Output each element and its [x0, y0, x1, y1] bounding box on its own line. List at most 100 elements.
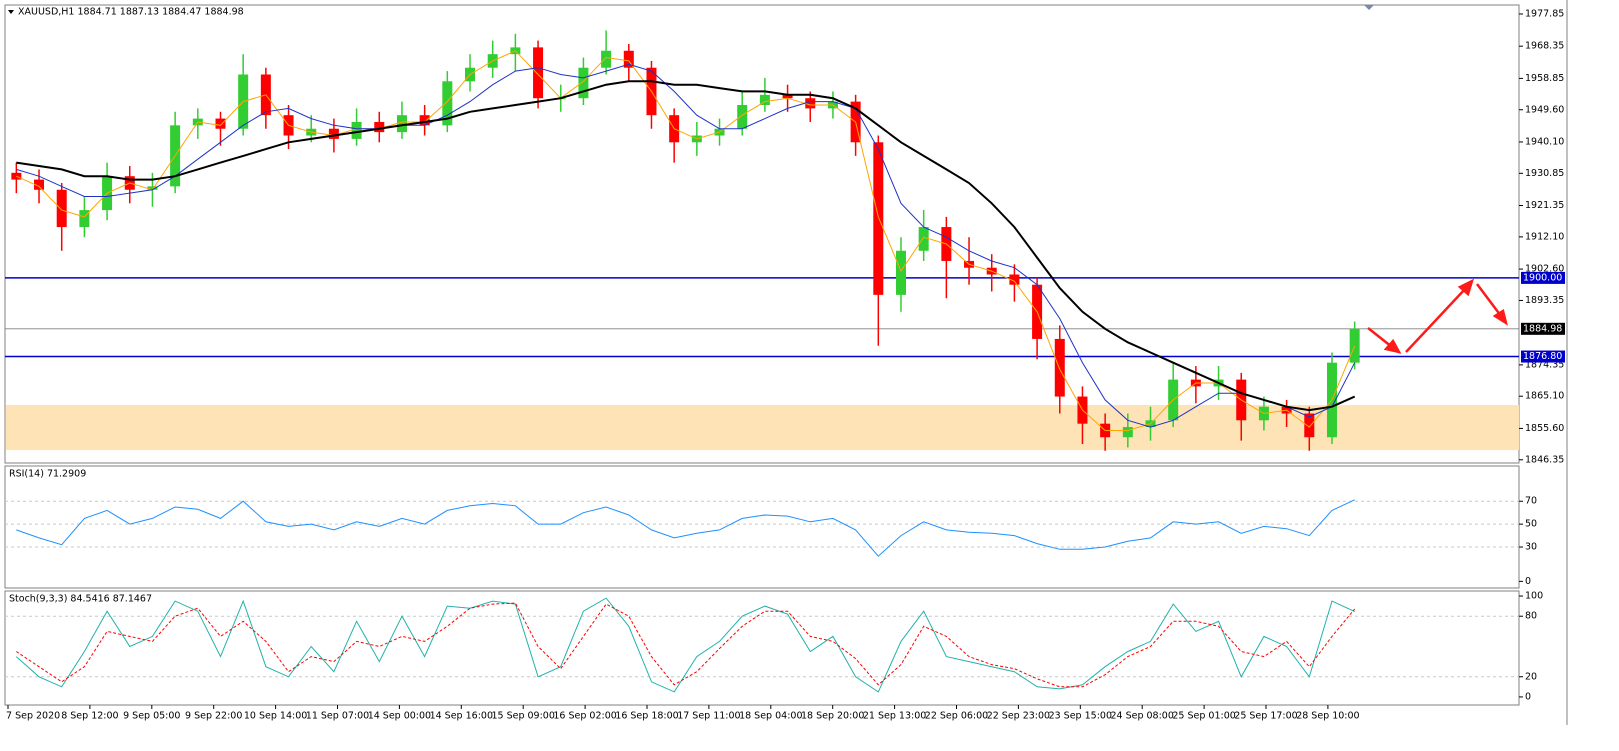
- candle-body: [442, 81, 453, 126]
- y-tick-label: 30: [1525, 542, 1537, 553]
- candle-body: [533, 47, 544, 99]
- arrowhead: [1492, 309, 1508, 326]
- current-price-label: 1884.98: [1523, 323, 1562, 334]
- y-tick-label: 100: [1525, 591, 1543, 602]
- support-zone: [6, 405, 1519, 451]
- candle-body: [56, 189, 67, 228]
- y-tick-label: 1958.85: [1525, 73, 1564, 84]
- x-tick-label: 22 Sep 06:00: [925, 711, 988, 722]
- moving-average: [16, 80, 1356, 412]
- candle-body: [1009, 274, 1020, 285]
- y-tick-label: 1940.10: [1525, 136, 1564, 147]
- candle-body: [419, 115, 430, 126]
- y-tick-label: 1902.60: [1525, 264, 1564, 275]
- y-tick-label: 1949.60: [1525, 104, 1564, 115]
- candle-body: [374, 121, 385, 133]
- y-tick-label: 1930.85: [1525, 168, 1564, 179]
- candle-body: [759, 94, 770, 106]
- title-marker: [8, 10, 14, 14]
- candle-body: [782, 94, 793, 99]
- candle-body: [895, 250, 906, 295]
- x-tick-label: 28 Sep 10:00: [1296, 711, 1359, 722]
- y-tick-label: 1912.10: [1525, 231, 1564, 242]
- arrow: [1405, 287, 1467, 353]
- arrow: [1476, 283, 1502, 317]
- x-tick-label: 24 Sep 08:00: [1110, 711, 1173, 722]
- candle-body: [396, 115, 407, 133]
- candle-body: [328, 128, 339, 139]
- y-tick-label: 1921.35: [1525, 200, 1564, 211]
- y-tick-label: 1874.35: [1525, 359, 1564, 370]
- candle-body: [578, 67, 589, 99]
- x-tick-label: 21 Sep 13:00: [863, 711, 926, 722]
- arrow: [1367, 327, 1393, 348]
- candle-body: [79, 210, 90, 228]
- x-tick-label: 18 Sep 20:00: [801, 711, 864, 722]
- x-tick-label: 18 Sep 04:00: [739, 711, 802, 722]
- arrowhead: [1457, 278, 1475, 297]
- candle-body: [918, 227, 929, 251]
- level-label-box: [1521, 271, 1565, 284]
- x-tick-label: 10 Sep 14:00: [244, 711, 307, 722]
- x-tick-label: 11 Sep 07:00: [306, 711, 369, 722]
- x-tick-label: 22 Sep 23:00: [987, 711, 1050, 722]
- y-tick-label: 1977.85: [1525, 8, 1564, 19]
- forecast-arrows: [1367, 278, 1508, 354]
- x-tick-label: 7 Sep 2020: [6, 711, 60, 722]
- indicator-line: [15, 597, 1355, 693]
- y-tick-label: 1855.60: [1525, 423, 1564, 434]
- chart-title: XAUUSD,H1 1884.71 1887.13 1884.47 1884.9…: [18, 7, 244, 18]
- x-tick-label: 14 Sep 00:00: [368, 711, 431, 722]
- y-tick-label: 1893.35: [1525, 295, 1564, 306]
- level-label-box: [1521, 350, 1565, 363]
- x-tick-label: 23 Sep 15:00: [1049, 711, 1112, 722]
- y-tick-label: 70: [1525, 496, 1537, 507]
- x-tick-label: 17 Sep 11:00: [677, 711, 740, 722]
- level-label: 1900.00: [1523, 272, 1562, 283]
- x-tick-label: 16 Sep 02:00: [553, 711, 616, 722]
- x-tick-label: 8 Sep 12:00: [61, 711, 118, 722]
- x-tick-label: 25 Sep 17:00: [1234, 711, 1297, 722]
- indicator-line: [16, 499, 1355, 557]
- panels: [4, 0, 1568, 725]
- indicator-title: Stoch(9,3,3) 84.5416 87.1467: [9, 594, 152, 605]
- candle-body: [351, 121, 362, 139]
- x-tick-label: 14 Sep 16:00: [430, 711, 493, 722]
- y-tick-label: 1846.35: [1525, 454, 1564, 465]
- chart-layer: 1977.85 1968.35 1958.85 1949.60 1940.10 1930.…: [5, 7, 1565, 722]
- y-tick-label: 20: [1525, 671, 1537, 682]
- arrowhead: [1383, 338, 1402, 354]
- candle-body: [1122, 427, 1133, 438]
- y-tick-label: 50: [1525, 519, 1537, 530]
- moving-average: [16, 63, 1356, 428]
- candle-body: [1054, 338, 1065, 397]
- candle-body: [147, 186, 158, 190]
- indicator-title: RSI(14) 71.2909: [9, 469, 86, 480]
- main-panel: [4, 4, 1520, 464]
- candle-body: [737, 105, 748, 129]
- x-tick-label: 16 Sep 18:00: [615, 711, 678, 722]
- rsi-panel: [4, 465, 1520, 589]
- stoch-panel: [4, 590, 1520, 706]
- y-tick-label: 1865.10: [1525, 391, 1564, 402]
- candle-body: [805, 98, 816, 109]
- x-tick-label: 9 Sep 05:00: [123, 711, 180, 722]
- shift-marker: [1364, 5, 1374, 10]
- level-label: 1876.80: [1523, 351, 1562, 362]
- y-tick-label: 0: [1525, 691, 1531, 702]
- candle-body: [601, 50, 612, 68]
- y-tick-label: 0: [1525, 576, 1531, 587]
- candle-body: [873, 142, 884, 295]
- moving-average: [16, 50, 1356, 431]
- candle-body: [215, 118, 226, 129]
- y-tick-label: 1968.35: [1525, 41, 1564, 52]
- y-tick-label: 80: [1525, 611, 1537, 622]
- x-tick-label: 9 Sep 22:00: [185, 711, 242, 722]
- x-tick-label: 25 Sep 01:00: [1172, 711, 1235, 722]
- candle-body: [1304, 413, 1315, 438]
- x-tick-label: 15 Sep 09:00: [491, 711, 554, 722]
- indicator-line: [16, 602, 1356, 688]
- candle-body: [623, 50, 634, 68]
